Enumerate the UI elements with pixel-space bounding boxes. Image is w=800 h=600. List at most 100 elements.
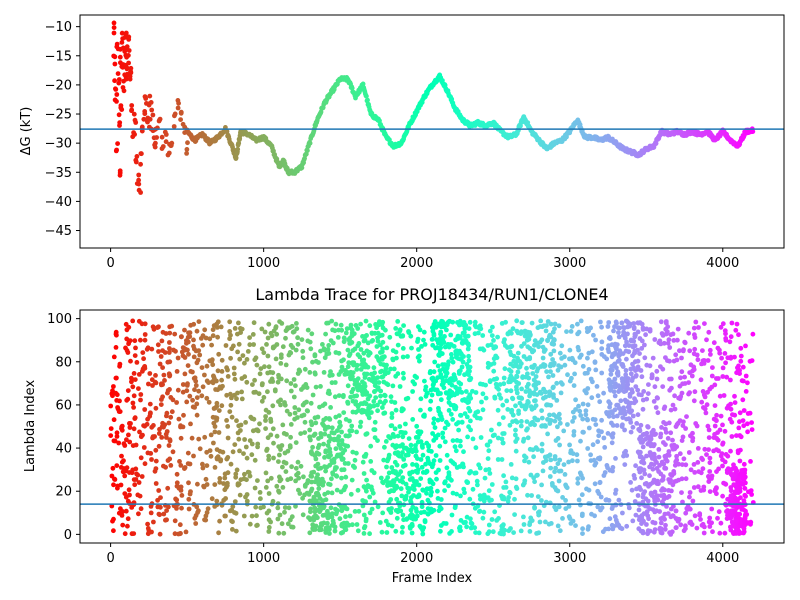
delta-g-point (115, 141, 120, 147)
lambda-point (416, 324, 421, 330)
lambda-point (596, 433, 602, 439)
lambda-point (477, 508, 483, 514)
lambda-point (388, 497, 394, 502)
lambda-point (692, 470, 698, 475)
lambda-point (539, 482, 544, 488)
lambda-point (614, 413, 620, 419)
lambda-point (412, 482, 418, 488)
lambda-point (621, 410, 626, 416)
lambda-point (613, 487, 619, 493)
lambda-point (599, 417, 604, 423)
lambda-point (400, 346, 406, 351)
lambda-point (263, 485, 269, 490)
lambda-point (646, 382, 651, 387)
lambda-point (508, 388, 514, 394)
lambda-point (330, 340, 336, 346)
lambda-point (180, 389, 186, 395)
lambda-point (542, 454, 548, 460)
lambda-point (458, 413, 464, 418)
lambda-point (464, 524, 469, 530)
lambda-point (127, 492, 132, 498)
lambda-point (617, 352, 623, 357)
lambda-point (200, 461, 205, 467)
lambda-point (637, 351, 642, 356)
lambda-point (326, 351, 332, 356)
lambda-point (126, 341, 131, 347)
lambda-point (319, 521, 325, 527)
lambda-point (397, 327, 403, 333)
lambda-point (366, 411, 372, 416)
lambda-point (416, 347, 421, 352)
lambda-point (442, 439, 448, 445)
lambda-point (110, 393, 115, 399)
lambda-point (130, 384, 136, 390)
lambda-point (729, 320, 735, 326)
delta-g-point (299, 165, 305, 171)
lambda-point (623, 348, 629, 354)
lambda-point (670, 445, 676, 451)
lambda-point (629, 408, 635, 414)
lambda-point (628, 480, 633, 485)
lambda-point (656, 447, 662, 452)
lambda-point (126, 487, 132, 493)
lambda-point (555, 461, 561, 467)
lambda-point (129, 505, 135, 510)
lambda-point (278, 361, 284, 366)
lambda-point (296, 407, 302, 413)
lambda-point (369, 338, 375, 344)
lambda-point (380, 346, 385, 352)
lambda-point (448, 411, 454, 417)
lambda-point (266, 525, 272, 530)
delta-g-point (131, 111, 137, 117)
lambda-point (236, 436, 242, 442)
lambda-point (228, 402, 234, 408)
delta-g-point (117, 170, 123, 176)
lambda-point (630, 424, 636, 430)
lambda-point (601, 435, 607, 441)
lambda-point (745, 411, 751, 416)
lambda-point (329, 490, 335, 496)
lambda-point (126, 324, 132, 330)
lambda-point (654, 395, 660, 401)
lambda-point (670, 402, 676, 408)
lambda-point (667, 345, 673, 350)
lambda-point (635, 320, 641, 326)
lambda-point (403, 452, 409, 458)
lambda-point (438, 331, 443, 337)
lambda-point (738, 530, 743, 536)
lambda-point (657, 463, 662, 468)
lambda-point (280, 422, 286, 428)
lambda-point (532, 398, 537, 404)
lambda-point (438, 391, 443, 396)
lambda-point (630, 518, 636, 524)
lambda-point (511, 353, 517, 359)
lambda-point (659, 478, 665, 483)
lambda-point (677, 348, 682, 354)
lambda-point (321, 370, 327, 375)
lambda-point (677, 418, 683, 423)
lambda-point (403, 493, 409, 499)
lambda-point (636, 507, 642, 513)
lambda-point (361, 525, 367, 531)
lambda-point (475, 409, 481, 415)
lambda-point (131, 531, 137, 536)
lambda-point (679, 390, 685, 396)
lambda-point (293, 347, 299, 353)
lambda-point (426, 443, 431, 448)
lambda-point (660, 474, 666, 479)
lambda-point (115, 405, 120, 410)
lambda-point (539, 447, 545, 453)
lambda-point (162, 378, 167, 383)
lambda-point (707, 460, 713, 466)
lambda-point (668, 514, 674, 520)
lambda-point (322, 431, 328, 437)
lambda-point (683, 510, 689, 516)
lambda-point (393, 528, 399, 534)
lambda-point (621, 453, 626, 459)
lambda-point (593, 422, 599, 427)
y-tick-label: −10 (45, 20, 72, 35)
lambda-point (449, 529, 454, 534)
lambda-point (329, 425, 335, 431)
lambda-point (197, 446, 203, 452)
lambda-point (295, 341, 301, 347)
